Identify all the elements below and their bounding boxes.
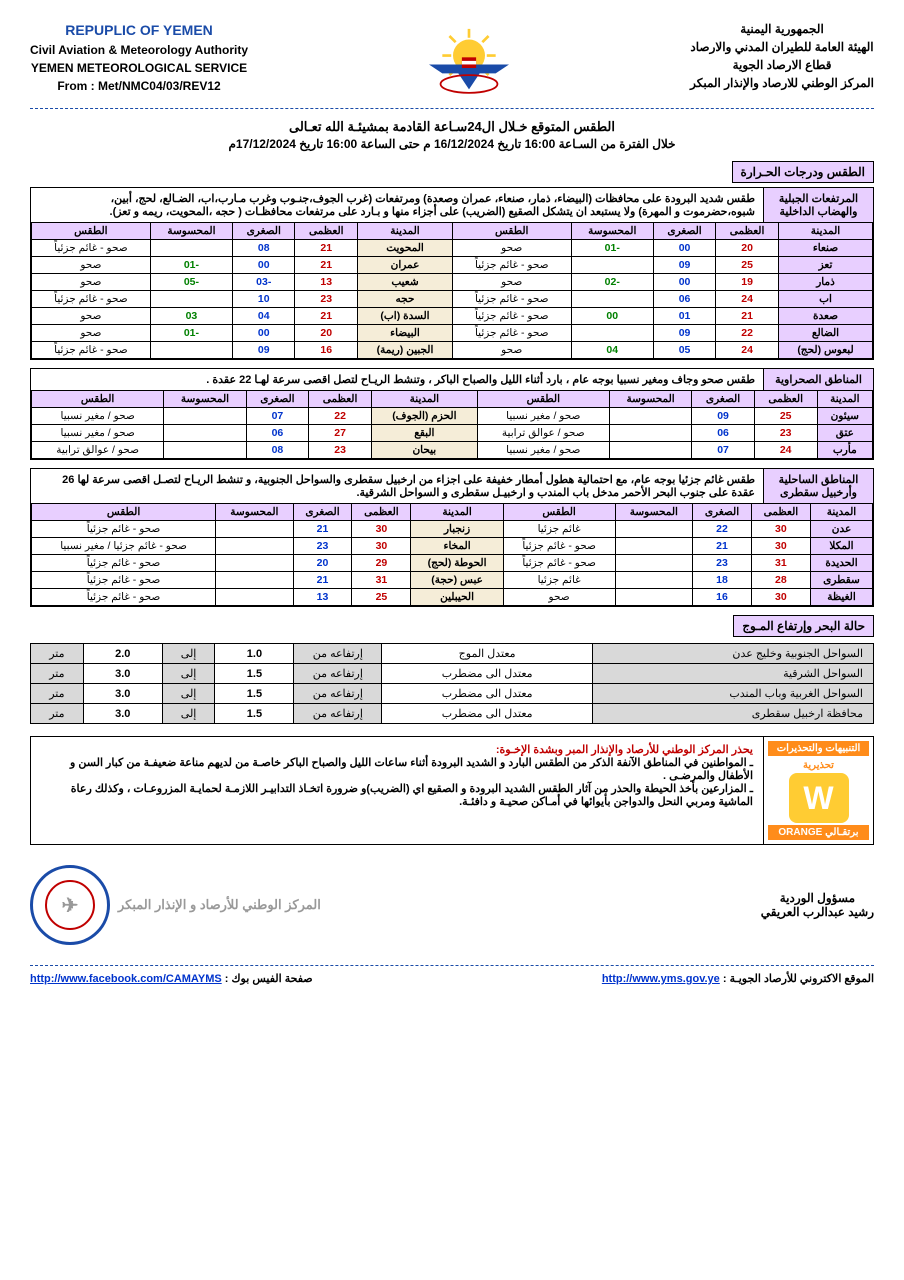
facebook-link[interactable]: http://www.facebook.com/CAMAYMS bbox=[30, 973, 222, 985]
website-link[interactable]: http://www.yms.gov.ye bbox=[602, 973, 720, 985]
table-row: تعز2509صحو - غائم جزئياًعمران2100-01صحو bbox=[32, 257, 873, 274]
table-row: صنعاء2000-01صحوالمحويت2108صحو - غائم جزئ… bbox=[32, 240, 873, 257]
country-en: REPUPLIC OF YEMEN bbox=[30, 20, 248, 41]
sector-ar: قطاع الارصاد الجوية bbox=[690, 56, 874, 74]
coastal-text: طقس غائم جزئيا بوجه عام، مع احتمالية هطو… bbox=[31, 469, 763, 503]
table-row: الضالع2209صحو - غائم جزئياًالبيضاء2000-0… bbox=[32, 325, 873, 342]
forecast-period: خلال الفترة من السـاعة 16:00 تاريخ 16/12… bbox=[30, 137, 874, 151]
authority-en: Civil Aviation & Meteorology Authority bbox=[30, 41, 248, 59]
table-row: مأرب2407صحو / مغير نسبيابيحان2308صحو / ع… bbox=[32, 442, 873, 459]
table-row: سيئون2509صحو / مغير نسبياالحزم (الجوف)22… bbox=[32, 408, 873, 425]
table-row: سقطرى2818غائم جزئياعبس (حجة)3121صحو - غا… bbox=[32, 572, 873, 589]
table-row: ذمار1900-02صحوشعيب13-03-05صحو bbox=[32, 274, 873, 291]
coastal-label: المناطق الساحلية وأرخبيل سقطرى bbox=[763, 469, 873, 503]
website-label: الموقع الاكتروني للأرصاد الجويـة : bbox=[723, 973, 874, 985]
desert-block: المناطق الصحراوية طقس صحو وجاف ومغير نسب… bbox=[30, 368, 874, 460]
highlands-label: المرتفعات الجبلية والهضاب الداخلية bbox=[763, 188, 873, 222]
warning-icon: W bbox=[789, 773, 849, 823]
section-sea-state: حالة البحر وإرتفاع المـوج bbox=[733, 615, 874, 637]
footer-links: الموقع الاكتروني للأرصاد الجويـة : http:… bbox=[30, 965, 874, 985]
warning-level-badge: التنبيهات والتحذيرات تحذيرية W برتقـالي … bbox=[763, 737, 873, 844]
table-row: المكلا3021صحو - غائم جزئياًالمخاء3023صحو… bbox=[32, 538, 873, 555]
ref-code: From : Met/NMC04/03/REV12 bbox=[30, 77, 248, 95]
highlands-table: المدينةالعظمىالصغرىالمحسوسةالطقس المدينة… bbox=[31, 222, 873, 359]
table-row: اب2406صحو - غائم جزئياًحجه2310صحو - غائم… bbox=[32, 291, 873, 308]
desert-table: المدينةالعظمىالصغرىالمحسوسةالطقس المدينة… bbox=[31, 390, 873, 459]
table-row: عتق2306صحو / عوالق ترابيةالبقع2706صحو / … bbox=[32, 425, 873, 442]
authority-ar: الهيئة العامة للطيران المدني والارصاد bbox=[690, 38, 874, 56]
logo bbox=[414, 20, 524, 100]
sea-table: السواحل الجنوبية وخليج عدنمعتدل الموجإرت… bbox=[30, 643, 874, 724]
signature-block: مسؤول الوردية رشيد عبدالرب العريقي المرك… bbox=[30, 865, 874, 945]
sea-row: محافظة ارخبيل سقطرىمعتدل الى مضطربإرتفاع… bbox=[31, 704, 874, 724]
desert-text: طقس صحو وجاف ومغير نسبيا بوجه عام ، بارد… bbox=[31, 369, 763, 390]
forecast-title: الطقس المتوقع خـلال ال24سـاعة القادمة بم… bbox=[30, 119, 874, 135]
sea-row: السواحل الجنوبية وخليج عدنمعتدل الموجإرت… bbox=[31, 644, 874, 664]
header-divider bbox=[30, 108, 874, 109]
warn-lead: يحذر المركز الوطني للأرصاد والإنذار المب… bbox=[41, 743, 753, 756]
warn-line-2: ـ المزارعين بأخذ الحيطة والحذر من آثار ا… bbox=[41, 782, 753, 808]
facebook-label: صفحة الفيس بوك : bbox=[225, 973, 313, 985]
coastal-block: المناطق الساحلية وأرخبيل سقطرى طقس غائم … bbox=[30, 468, 874, 607]
stamp-icon: ✈ bbox=[30, 865, 110, 945]
highlands-block: المرتفعات الجبلية والهضاب الداخلية طقس ش… bbox=[30, 187, 874, 360]
signatory: مسؤول الوردية رشيد عبدالرب العريقي bbox=[761, 891, 874, 919]
warn-header: التنبيهات والتحذيرات bbox=[768, 741, 869, 756]
table-row: عدن3022غائم جزئيازنجبار3021صحو - غائم جز… bbox=[32, 521, 873, 538]
table-row: لبعوس (لحج)240504صحوالجبين (ريمة)1609صحو… bbox=[32, 342, 873, 359]
sea-row: السواحل الغربية وباب المندبمعتدل الى مضط… bbox=[31, 684, 874, 704]
center-stamp: المركز الوطني للأرصاد و الإنذار المبكر ✈ bbox=[30, 865, 321, 945]
warn-level: برتقـالي ORANGE bbox=[768, 825, 869, 840]
header-arabic: الجمهورية اليمنية الهيئة العامة للطيران … bbox=[690, 20, 874, 92]
coastal-table: المدينةالعظمىالصغرىالمحسوسةالطقس المدينة… bbox=[31, 503, 873, 606]
sea-row: السواحل الشرقيةمعتدل الى مضطربإرتفاعه من… bbox=[31, 664, 874, 684]
section-weather-temps: الطقس ودرجات الحـرارة bbox=[732, 161, 874, 183]
warning-text: يحذر المركز الوطني للأرصاد والإنذار المب… bbox=[31, 737, 763, 844]
table-row: الغيظة3016صحوالحيبلين2513صحو - غائم جزئي… bbox=[32, 589, 873, 606]
warnings-box: التنبيهات والتحذيرات تحذيرية W برتقـالي … bbox=[30, 736, 874, 845]
header-english: REPUPLIC OF YEMEN Civil Aviation & Meteo… bbox=[30, 20, 248, 95]
document-header: REPUPLIC OF YEMEN Civil Aviation & Meteo… bbox=[30, 20, 874, 100]
highlands-text: طقس شديد البرودة على محافظات (البيضاء، ذ… bbox=[31, 188, 763, 222]
service-en: YEMEN METEOROLOGICAL SERVICE bbox=[30, 59, 248, 77]
table-row: صعدة210100صحو - غائم جزئياًالسدة (اب)210… bbox=[32, 308, 873, 325]
center-ar: المركز الوطني للارصاد والإنذار المبكر bbox=[690, 74, 874, 92]
table-row: الحديدة3123صحو - غائم جزئياًالحوطة (لحج)… bbox=[32, 555, 873, 572]
warn-line-1: ـ المواطنين في المناطق الآنفة الذكر من ا… bbox=[41, 756, 753, 782]
country-ar: الجمهورية اليمنية bbox=[690, 20, 874, 38]
desert-label: المناطق الصحراوية bbox=[763, 369, 873, 390]
